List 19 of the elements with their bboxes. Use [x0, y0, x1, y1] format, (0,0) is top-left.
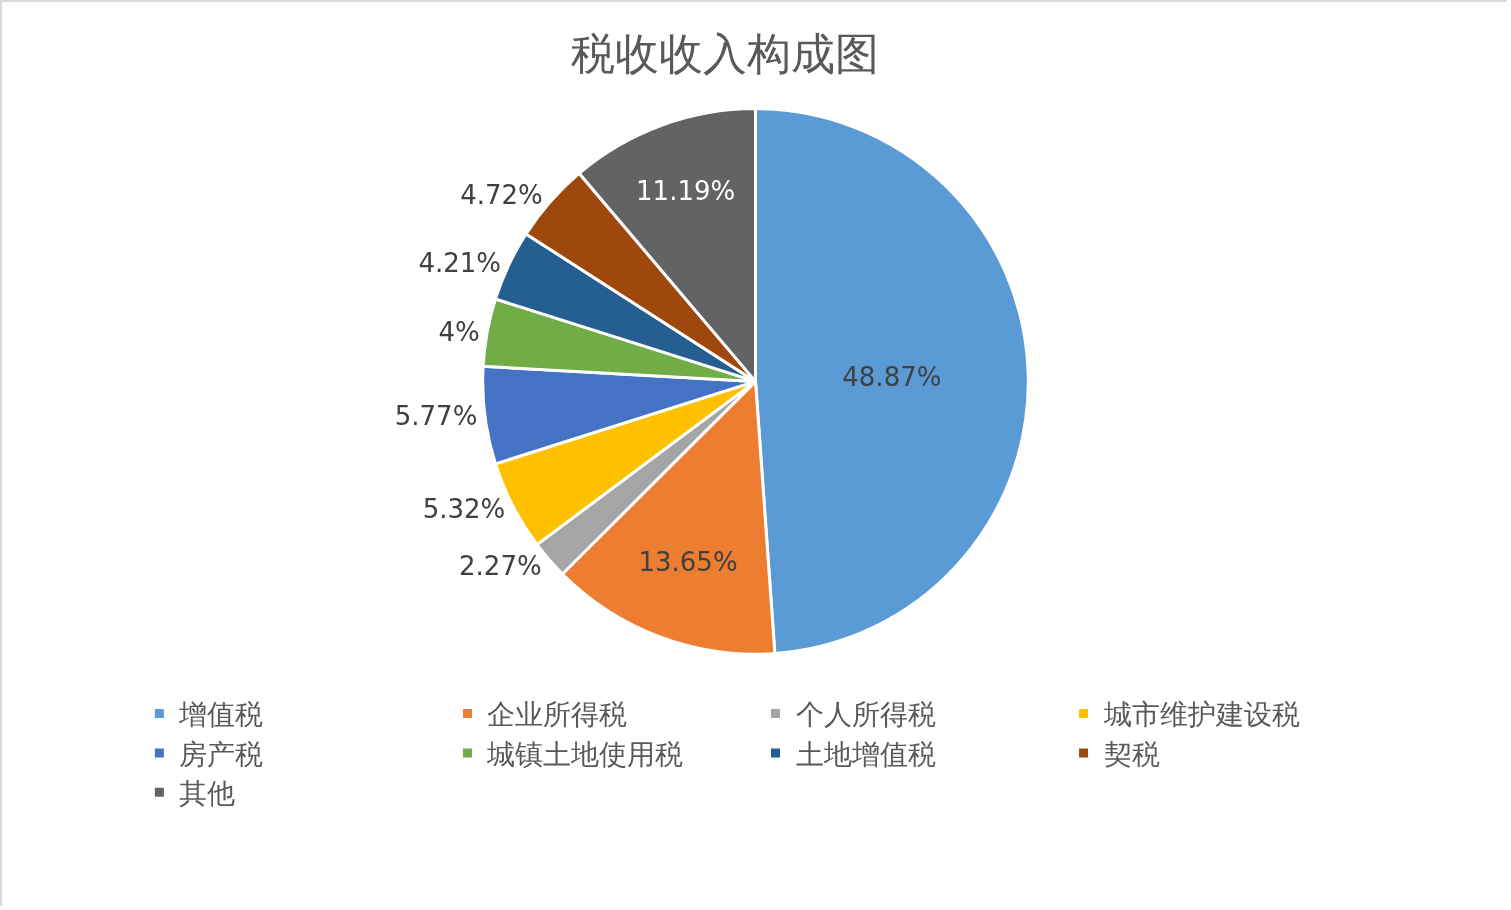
legend-label: 房产税 [179, 737, 264, 771]
data-label: 4.72% [460, 180, 543, 211]
data-label: 4% [438, 316, 480, 347]
data-label: 5.77% [394, 400, 478, 431]
data-label: 5.32% [422, 494, 506, 525]
legend-label: 城镇土地使用税 [486, 737, 684, 771]
legend-label: 土地增值税 [795, 737, 936, 771]
data-label: 2.27% [459, 551, 542, 582]
legend-label: 契税 [1103, 737, 1160, 771]
legend-label: 其他 [179, 777, 236, 811]
data-label: 48.87% [842, 361, 942, 392]
chart-title: 税收收入构成图 [571, 28, 880, 80]
data-label: 11.19% [636, 175, 736, 206]
data-label: 4.21% [418, 247, 502, 278]
legend-label: 增值税 [178, 698, 264, 732]
legend-label: 城市维护建设税 [1102, 698, 1300, 732]
data-label: 13.65% [638, 546, 738, 577]
legend-label: 个人所得税 [795, 698, 936, 732]
legend-label: 企业所得税 [487, 698, 628, 732]
